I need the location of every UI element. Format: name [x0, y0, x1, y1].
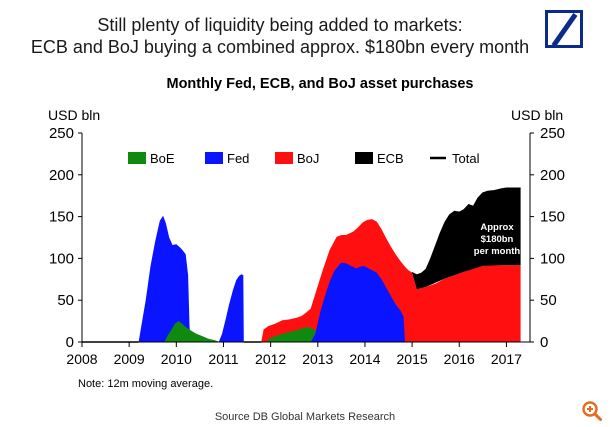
x-tick-label: 2008 [66, 351, 97, 367]
legend-label-ecb: ECB [377, 151, 404, 166]
x-tick-label: 2011 [208, 351, 238, 367]
headline-line-1: Still plenty of liquidity being added to… [97, 15, 463, 35]
y-tick-label-right: 50 [540, 292, 557, 309]
zoom-button[interactable] [578, 398, 606, 424]
chart-note: Note: 12m moving average. [78, 378, 213, 390]
legend-label-total: Total [452, 151, 480, 166]
series-area-fed-5 [310, 262, 405, 342]
chart-labels: 0 0 50 50 100 100 150 150 200 200 250 250 2008 2009 20… [48, 107, 565, 390]
total-line [411, 187, 521, 276]
y-tick-label-left: 250 [49, 125, 74, 142]
zoom-in-icon [582, 401, 602, 421]
series-area-boe-2 [164, 321, 220, 342]
y-tick-label-left: 100 [49, 250, 74, 267]
annotation-line-2: $180bn [481, 234, 514, 245]
chart-axes [78, 132, 534, 347]
y-tick-label-left: 50 [57, 292, 74, 309]
series-area-ecb-6 [412, 188, 521, 290]
headline: Still plenty of liquidity being added to… [0, 14, 560, 58]
legend-swatch-boj [275, 152, 293, 164]
x-tick-label: 2016 [444, 351, 475, 367]
chart-areas [82, 187, 521, 343]
chart-title: Monthly Fed, ECB, and BoJ asset purchase… [166, 76, 474, 92]
source-note: Source DB Global Markets Research [214, 411, 396, 423]
x-tick-label: 2012 [255, 351, 286, 367]
y-tick-label-left: 150 [49, 209, 74, 226]
x-tick-label: 2009 [114, 351, 145, 367]
x-tick-label: 2013 [302, 351, 333, 367]
annotation-line-3: per month [474, 246, 521, 257]
headline-line-2: ECB and BoJ buying a combined approx. $1… [30, 37, 530, 57]
legend-swatch-fed [205, 152, 223, 164]
y-tick-label-right: 0 [540, 334, 548, 351]
y-tick-label-right: 250 [540, 125, 565, 142]
series-area-fed-0 [138, 215, 191, 342]
y-tick-label-left: 0 [66, 334, 74, 351]
chart-legend: BoE Fed BoJ ECB Total [128, 151, 480, 166]
series-area-fed-1 [218, 274, 244, 342]
y-tick-label-right: 100 [540, 250, 565, 267]
y-axis-label-left: USD bln [48, 107, 100, 123]
y-tick-label-right: 150 [540, 209, 565, 226]
legend-swatch-ecb [355, 152, 373, 164]
y-axis-label-right: USD bln [511, 107, 563, 123]
y-tick-label-right: 200 [540, 167, 565, 184]
y-tick-label-left: 200 [49, 167, 74, 184]
legend-label-boe: BoE [150, 151, 175, 166]
x-tick-label: 2017 [491, 351, 522, 367]
x-tick-label: 2015 [397, 351, 428, 367]
x-tick-label: 2010 [161, 351, 192, 367]
legend-label-fed: Fed [227, 151, 249, 166]
x-tick-label: 2014 [349, 351, 380, 367]
legend-swatch-boe [128, 152, 146, 164]
deutsche-bank-logo-icon [545, 10, 583, 48]
legend-label-boj: BoJ [297, 151, 319, 166]
annotation-line-1: Approx [480, 222, 514, 233]
